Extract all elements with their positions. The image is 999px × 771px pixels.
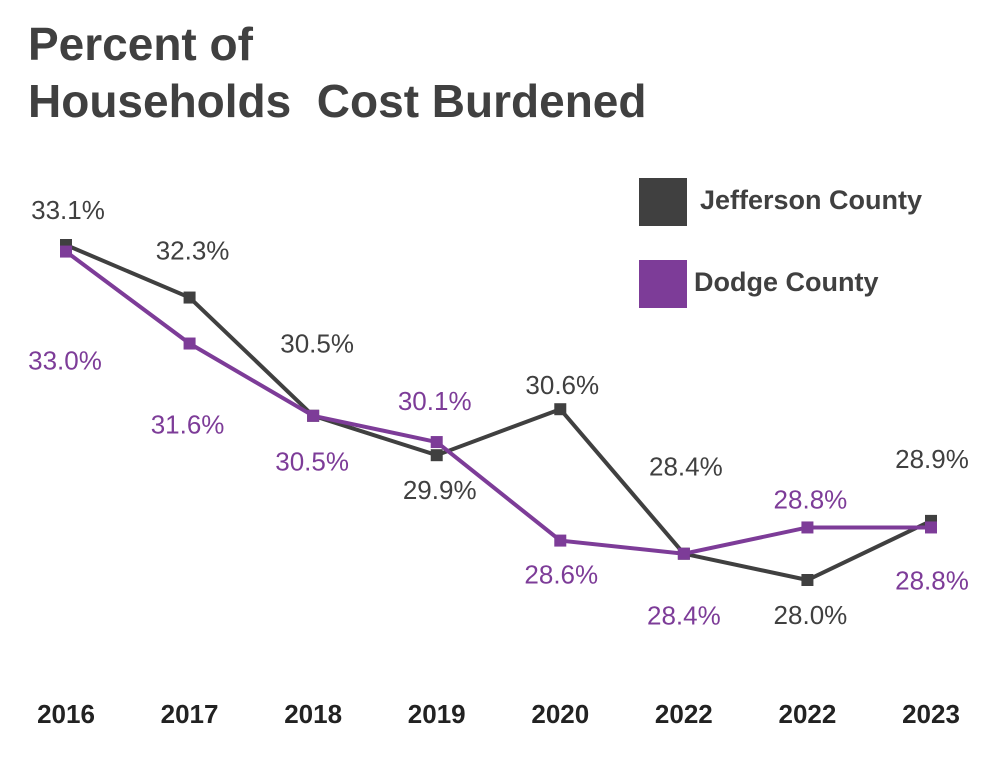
x-tick-label: 2019 <box>408 699 466 729</box>
data-label: 28.8% <box>774 484 848 514</box>
data-label: 32.3% <box>156 235 230 265</box>
x-tick-label: 2022 <box>655 699 713 729</box>
data-label: 30.6% <box>525 370 599 400</box>
marker <box>430 449 443 462</box>
legend-swatch <box>639 178 687 226</box>
data-label: 30.1% <box>398 386 472 416</box>
data-label: 31.6% <box>151 409 225 439</box>
data-label: 33.0% <box>28 345 102 375</box>
marker <box>307 409 320 422</box>
x-tick-label: 2018 <box>284 699 342 729</box>
series-line <box>64 249 931 556</box>
data-label: 28.8% <box>895 565 969 595</box>
marker <box>677 547 690 560</box>
legend-label: Dodge County <box>694 267 878 297</box>
series-line <box>65 243 932 583</box>
chart-title: Percent of <box>28 18 254 70</box>
data-label: 28.9% <box>895 444 969 474</box>
x-tick-label: 2017 <box>161 699 219 729</box>
chart-title: Households Cost Burdened <box>28 75 646 127</box>
data-label: 28.0% <box>774 600 848 630</box>
data-label: 30.5% <box>275 447 349 477</box>
marker <box>554 403 567 416</box>
marker <box>554 534 567 547</box>
marker <box>60 245 72 258</box>
data-label: 28.6% <box>524 559 598 589</box>
data-label: 30.5% <box>280 329 354 359</box>
marker <box>925 521 937 534</box>
legend-label: Jefferson County <box>700 185 922 215</box>
marker <box>183 337 196 350</box>
x-tick-label: 2023 <box>902 699 960 729</box>
x-tick-label: 2022 <box>779 699 837 729</box>
marker <box>183 291 196 304</box>
marker <box>801 521 814 534</box>
marker <box>430 436 443 449</box>
data-label: 29.9% <box>403 475 477 505</box>
marker <box>801 574 814 586</box>
x-tick-label: 2016 <box>37 699 95 729</box>
x-tick-label: 2020 <box>531 699 589 729</box>
data-label: 33.1% <box>31 195 105 225</box>
data-label: 28.4% <box>649 452 723 482</box>
legend-swatch <box>639 260 687 308</box>
data-label: 28.4% <box>647 601 721 631</box>
